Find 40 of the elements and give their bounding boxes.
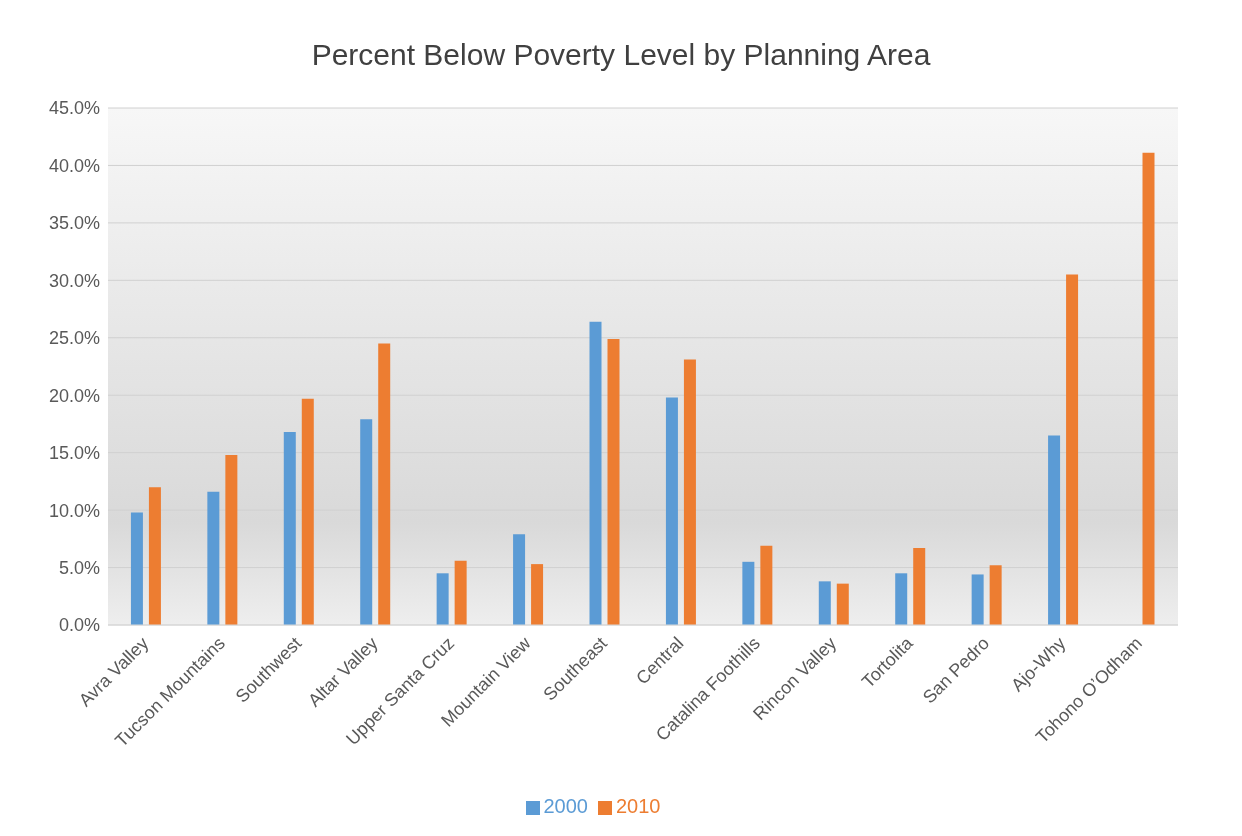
bar bbox=[607, 338, 620, 625]
y-tick-label: 10.0% bbox=[48, 500, 100, 521]
bar bbox=[148, 487, 161, 625]
bar bbox=[818, 581, 831, 625]
y-tick-label: 35.0% bbox=[48, 213, 100, 234]
bar bbox=[283, 431, 296, 625]
y-tick-label: 45.0% bbox=[48, 98, 100, 119]
bar bbox=[436, 573, 449, 625]
y-tick-label: 5.0% bbox=[58, 557, 100, 578]
bar bbox=[760, 545, 773, 625]
bar bbox=[742, 561, 755, 625]
legend-label: 2010 bbox=[616, 795, 661, 817]
bar bbox=[1048, 435, 1061, 625]
legend-label: 2000 bbox=[543, 795, 588, 817]
bar bbox=[531, 564, 544, 625]
y-tick-label: 40.0% bbox=[48, 155, 100, 176]
chart-title: Percent Below Poverty Level by Planning Area bbox=[310, 37, 932, 73]
bar bbox=[1066, 274, 1079, 625]
bar bbox=[225, 454, 238, 625]
bar bbox=[895, 573, 908, 625]
y-tick-label: 20.0% bbox=[48, 385, 100, 406]
bar bbox=[913, 548, 926, 625]
bar bbox=[454, 560, 467, 625]
y-tick-label: 30.0% bbox=[48, 270, 100, 291]
bar bbox=[589, 321, 602, 625]
bar bbox=[836, 583, 849, 625]
bar bbox=[513, 534, 526, 625]
bar bbox=[683, 359, 696, 625]
bar bbox=[989, 565, 1002, 625]
y-tick-label: 0.0% bbox=[58, 615, 100, 636]
bar bbox=[378, 343, 391, 625]
bar bbox=[665, 397, 678, 625]
bar bbox=[1142, 152, 1155, 625]
y-tick-label: 15.0% bbox=[48, 443, 100, 464]
y-tick-label: 25.0% bbox=[48, 328, 100, 349]
bar bbox=[360, 419, 373, 625]
bar bbox=[301, 398, 314, 625]
bar bbox=[130, 512, 143, 625]
bar bbox=[207, 491, 220, 625]
bar bbox=[971, 574, 984, 625]
